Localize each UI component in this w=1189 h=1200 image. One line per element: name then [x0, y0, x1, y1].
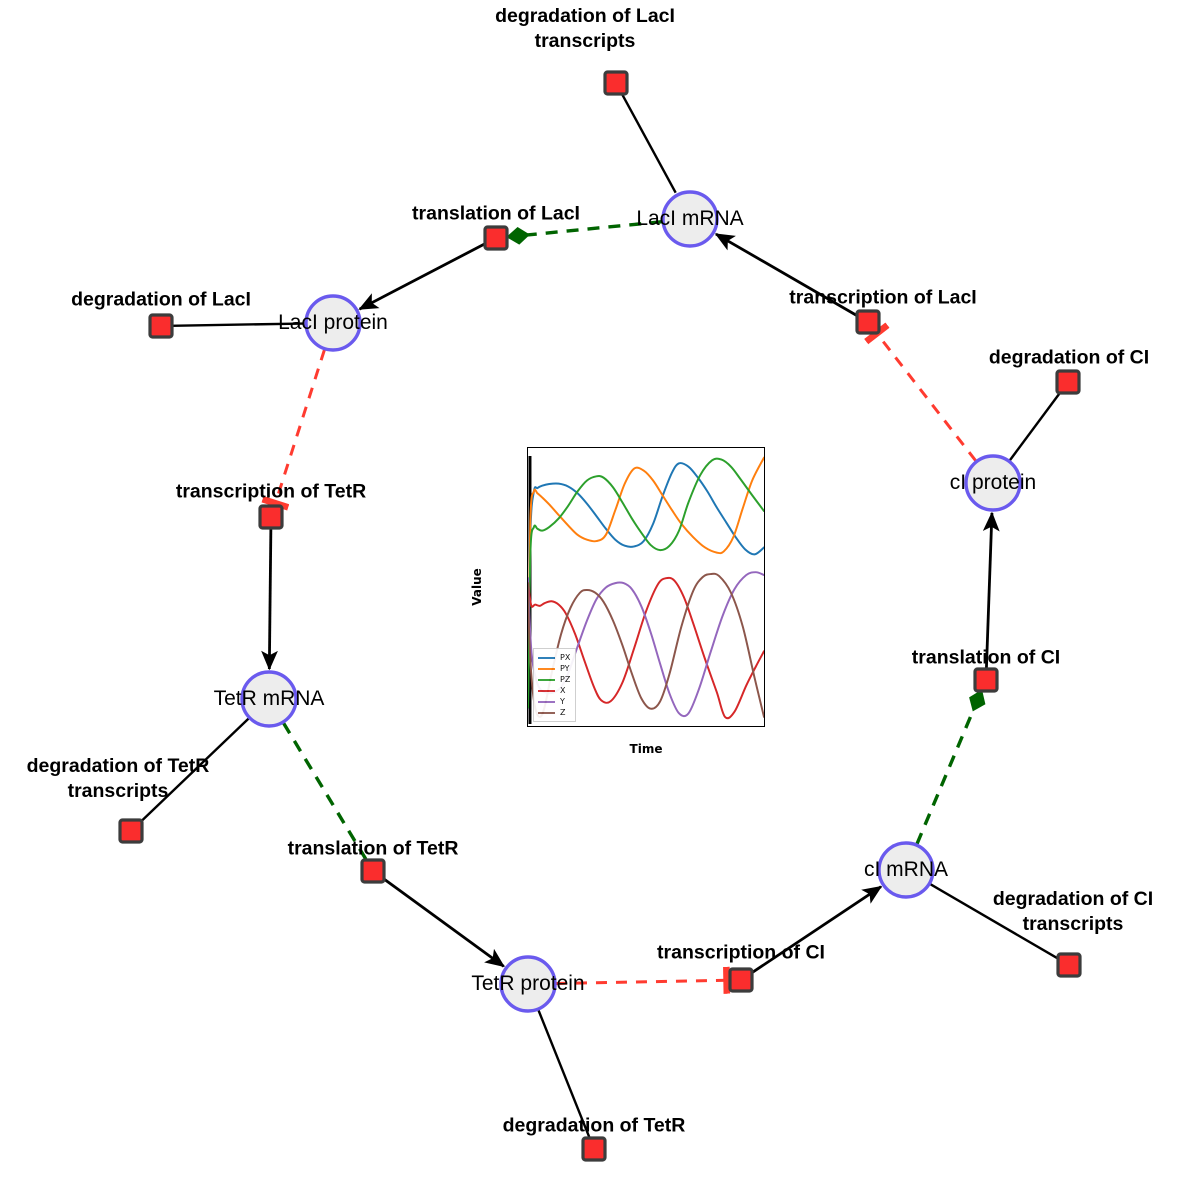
- plot-y-tick-mark: [527, 477, 528, 478]
- plot-series-x: [528, 576, 764, 720]
- legend-item-py: PY: [538, 663, 570, 674]
- legend-swatch-z: [538, 711, 555, 714]
- legend-item-y: Y: [538, 696, 570, 707]
- reaction-node-deg_tetr_tx[interactable]: [118, 818, 144, 844]
- reaction-node-trans_tetr[interactable]: [360, 858, 386, 884]
- reaction-node-deg_laci_tx[interactable]: [603, 70, 629, 96]
- species-node-tetr_mrna[interactable]: [240, 670, 298, 728]
- plot-y-tick-mark: [527, 665, 528, 666]
- edge-deg_laci_tx-to-laci_mrna: [619, 91, 677, 194]
- plot-y-tick-mark: [527, 540, 528, 541]
- edge-tetr_protein-to-tx_ci: [555, 966, 731, 994]
- reaction-node-deg_ci[interactable]: [1055, 369, 1081, 395]
- edge-ci_mrna-to-deg_ci_tx: [929, 883, 1060, 960]
- species-node-ci_mrna[interactable]: [877, 841, 935, 899]
- edge-ci_protein-to-deg_ci: [1008, 390, 1062, 462]
- legend-item-x: X: [538, 685, 570, 696]
- legend-label-y: Y: [560, 697, 565, 706]
- reaction-node-deg_ci_tx[interactable]: [1056, 952, 1082, 978]
- species-node-tetr_protein[interactable]: [499, 955, 557, 1013]
- legend-swatch-px: [538, 656, 555, 659]
- reaction-node-deg_laci[interactable]: [148, 313, 174, 339]
- legend-label-pz: PZ: [560, 675, 571, 684]
- legend-label-px: PX: [560, 653, 571, 662]
- edge-trans_ci-to-ci_protein: [982, 511, 1000, 671]
- plot-x-axis-label: Time: [629, 742, 663, 756]
- plot-series-px: [528, 462, 764, 709]
- edge-tx_tetr-to-tetr_mrna: [261, 526, 278, 671]
- legend-label-x: X: [560, 686, 566, 695]
- edge-trans_tetr-to-tetr_protein: [380, 875, 505, 968]
- edge-tetr_protein-to-deg_tetr: [537, 1009, 591, 1139]
- plot-y-tick-mark: [527, 602, 528, 603]
- legend-label-z: Z: [560, 708, 566, 717]
- reaction-node-tx_laci[interactable]: [855, 309, 881, 335]
- reaction-node-deg_tetr[interactable]: [581, 1136, 607, 1162]
- plot-series-py: [528, 456, 764, 698]
- plot-x-tick-mark: [647, 726, 648, 727]
- edge-layer: [138, 91, 1062, 1139]
- reaction-node-tx_ci[interactable]: [728, 967, 754, 993]
- edge-laci_protein-to-tx_tetr: [261, 349, 326, 511]
- edge-tx_ci-to-ci_mrna: [748, 885, 883, 976]
- legend-swatch-y: [538, 700, 555, 703]
- edge-ci_mrna-to-trans_ci: [915, 689, 986, 845]
- plot-legend: PX PY PZ X Y Z: [533, 648, 577, 722]
- legend-label-py: PY: [560, 664, 570, 673]
- plot-x-tick-mark: [707, 726, 708, 727]
- plot-x-tick-mark: [588, 726, 589, 727]
- species-node-ci_protein[interactable]: [964, 454, 1022, 512]
- species-node-laci_protein[interactable]: [304, 294, 362, 352]
- plot-series-pz: [528, 457, 764, 709]
- legend-swatch-x: [538, 689, 555, 692]
- reaction-node-tx_tetr[interactable]: [258, 504, 284, 530]
- edge-laci_mrna-to-trans_laci: [506, 220, 663, 245]
- reaction-node-trans_laci[interactable]: [483, 225, 509, 251]
- edge-tx_laci-to-laci_mrna: [714, 232, 861, 319]
- edge-trans_laci-to-laci_protein: [358, 241, 488, 311]
- species-node-laci_mrna[interactable]: [661, 190, 719, 248]
- legend-swatch-py: [538, 667, 555, 670]
- edge-deg_laci-to-laci_protein: [170, 322, 304, 328]
- plot-y-axis-label: Value: [470, 568, 484, 606]
- legend-swatch-pz: [538, 678, 555, 681]
- inset-timecourse-plot: Value Time 10⁻¹10⁰10¹10²10³ 050100150200…: [470, 438, 775, 760]
- legend-item-px: PX: [538, 652, 570, 663]
- node-layer: [118, 70, 1082, 1162]
- plot-x-tick-mark: [528, 726, 529, 727]
- reaction-node-trans_ci[interactable]: [973, 667, 999, 693]
- edge-tetr_mrna-to-deg_tetr_tx: [138, 717, 250, 824]
- legend-item-z: Z: [538, 707, 570, 718]
- edge-ci_protein-to-tx_laci: [864, 322, 978, 462]
- edge-tetr_mrna-to-trans_tetr: [282, 722, 369, 862]
- legend-item-pz: PZ: [538, 674, 570, 685]
